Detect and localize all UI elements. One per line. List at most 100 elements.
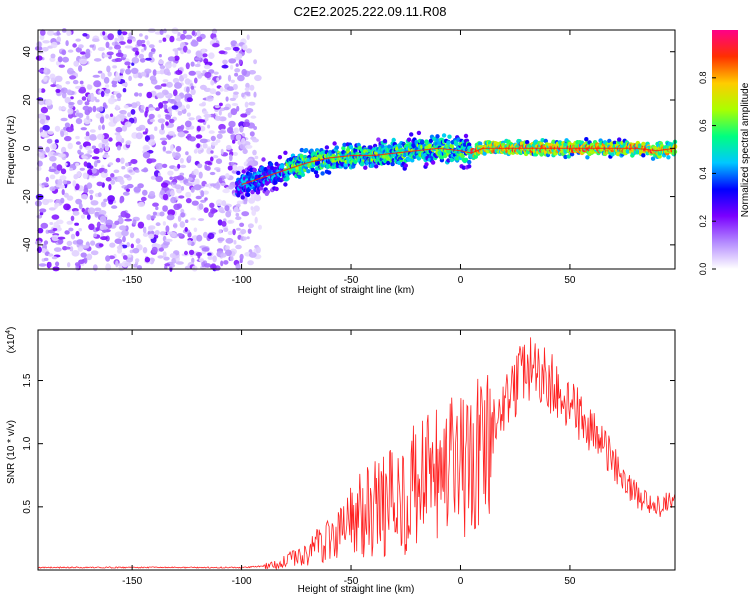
heatmap-cell	[185, 219, 189, 223]
heatmap-cell	[152, 69, 157, 76]
heatmap-cell	[254, 74, 262, 82]
heatmap-cell	[260, 166, 265, 171]
heatmap-cell	[197, 163, 203, 169]
heatmap-cell	[69, 246, 74, 252]
heatmap-cell	[102, 226, 108, 230]
heatmap-cell	[176, 175, 185, 181]
heatmap-cell	[95, 227, 100, 232]
heatmap-cell	[227, 230, 233, 236]
heatmap-cell	[122, 255, 128, 260]
heatmap-cell	[141, 48, 145, 53]
heatmap-cell	[240, 195, 245, 200]
heatmap-cell	[84, 101, 90, 106]
heatmap-cell	[252, 167, 257, 173]
heatmap-cell	[66, 195, 74, 201]
heatmap-cell	[64, 135, 72, 142]
heatmap-cell	[148, 139, 156, 146]
heatmap-cell	[191, 30, 196, 36]
heatmap-cell	[104, 145, 110, 152]
heatmap-cell	[122, 88, 127, 93]
heatmap-cell	[93, 58, 102, 62]
heatmap-cell	[173, 89, 178, 97]
heatmap-cell	[215, 158, 223, 164]
heatmap-cell	[72, 210, 80, 216]
heatmap-cell	[167, 56, 176, 62]
heatmap-cell	[255, 190, 261, 195]
colorbar-tick-label: 0.0	[698, 263, 708, 276]
heatmap-cell	[39, 211, 44, 216]
heatmap-cell	[65, 126, 74, 133]
colorbar-tick-label: 0.8	[698, 72, 708, 85]
heatmap-cell	[216, 169, 221, 173]
heatmap-cell	[138, 53, 144, 59]
heatmap-cell	[158, 54, 162, 58]
heatmap-cell	[93, 160, 98, 168]
heatmap-cell	[173, 203, 181, 210]
colorbar-tick-label: 0.6	[698, 119, 708, 132]
heatmap-cell	[172, 48, 179, 52]
heatmap-cell	[82, 105, 90, 111]
heatmap-cell	[196, 51, 201, 57]
heatmap-cell	[218, 110, 222, 116]
heatmap-cell	[283, 182, 288, 187]
heatmap-cell	[42, 40, 50, 44]
heatmap-cell	[247, 228, 252, 234]
heatmap-cell	[58, 64, 65, 68]
heatmap-cell	[245, 192, 251, 197]
heatmap-cell	[249, 131, 255, 137]
heatmap-cell	[150, 215, 156, 219]
heatmap-cell	[152, 202, 159, 207]
heatmap-cell	[179, 172, 185, 176]
heatmap-cell	[133, 263, 138, 268]
heatmap-cell	[70, 233, 76, 240]
heatmap-cell	[142, 151, 151, 159]
heatmap-cell	[99, 116, 105, 124]
heatmap-cell	[227, 127, 233, 134]
heatmap-cell	[160, 182, 169, 188]
heatmap-cell	[234, 93, 239, 99]
heatmap-cell	[165, 150, 172, 154]
heatmap-cell	[467, 164, 472, 169]
heatmap-cell	[126, 242, 130, 248]
heatmap-cell	[297, 174, 302, 179]
heatmap-cell	[225, 173, 230, 179]
heatmap-cell	[241, 169, 246, 174]
heatmap-cell	[285, 176, 290, 181]
heatmap-cell	[391, 137, 396, 143]
y-tick-label: 1.5	[22, 373, 33, 387]
heatmap-cell	[122, 111, 127, 115]
heatmap-cell	[140, 71, 147, 77]
heatmap-cell	[273, 180, 278, 185]
heatmap-cell	[70, 96, 74, 100]
heatmap-cell	[62, 179, 68, 185]
heatmap-cell	[185, 182, 193, 187]
heatmap-cell	[220, 182, 226, 187]
heatmap-cell	[50, 84, 57, 88]
heatmap-cell	[199, 138, 208, 144]
heatmap-cell	[68, 101, 75, 106]
heatmap-cell	[110, 173, 115, 178]
heatmap-cell	[85, 48, 91, 54]
heatmap-cell	[155, 222, 161, 227]
heatmap-cell	[103, 54, 110, 58]
heatmap-cell	[172, 77, 180, 84]
heatmap-cell	[189, 136, 196, 142]
heatmap-cell	[57, 238, 64, 245]
heatmap-cell	[104, 88, 111, 94]
heatmap-cell	[105, 255, 111, 262]
heatmap-cell	[49, 156, 57, 162]
heatmap-cell	[54, 125, 61, 132]
y-tick-label: 0.5	[22, 499, 33, 513]
heatmap-cell	[169, 253, 176, 259]
heatmap-cell	[98, 243, 104, 247]
heatmap-cell	[234, 72, 239, 77]
heatmap-cell	[159, 137, 168, 141]
heatmap-cell	[428, 138, 434, 143]
heatmap-cell	[78, 152, 84, 156]
heatmap-cell	[216, 77, 220, 82]
heatmap-cell	[215, 139, 221, 144]
heatmap-cell	[300, 172, 306, 177]
heatmap-cell	[78, 202, 83, 210]
heatmap-cell	[198, 103, 206, 107]
heatmap-cell	[54, 139, 59, 144]
